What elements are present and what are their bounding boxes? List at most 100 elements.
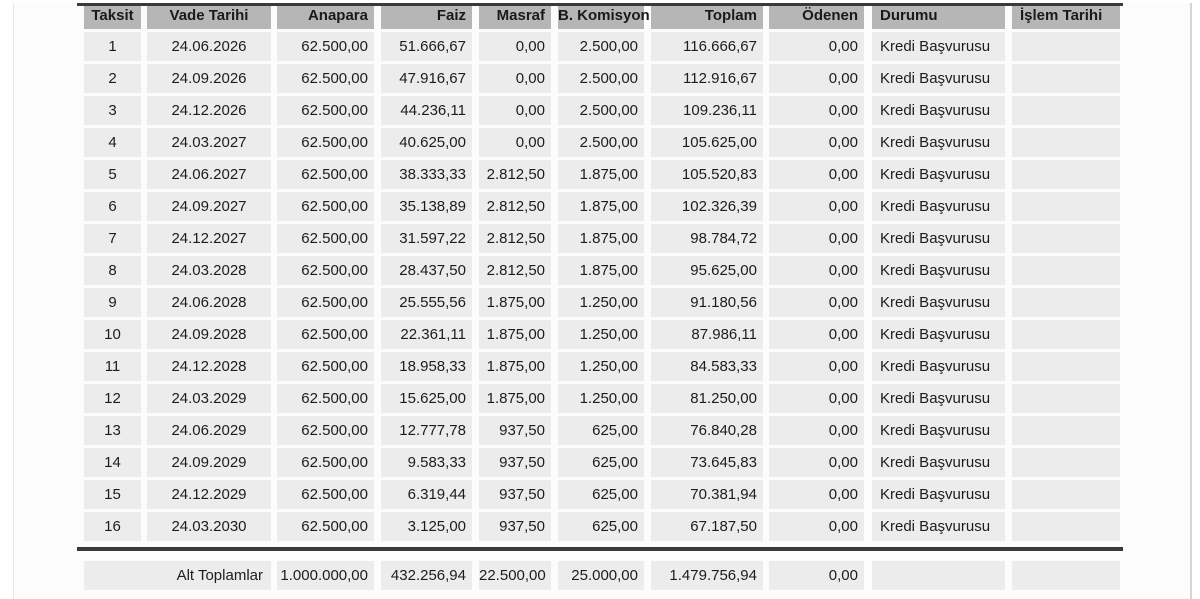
cell-anapara: 62.500,00: [277, 480, 374, 509]
header-cell-faiz: Faiz: [381, 3, 472, 29]
table-row[interactable]: 8 24.03.2028 62.500,00 28.437,50 2.812,50 1.8…: [84, 256, 1120, 285]
cell-faiz: 18.958,33: [381, 352, 472, 381]
cell-bkomisyon: 1.250,00: [558, 288, 644, 317]
table-row[interactable]: 7 24.12.2027 62.500,00 31.597,22 2.812,50 1.8…: [84, 224, 1120, 253]
cell-masraf: 1.875,00: [479, 320, 551, 349]
page-right-edge: [1190, 3, 1192, 599]
cell-faiz: 15.625,00: [381, 384, 472, 413]
cell-faiz: 38.333,33: [381, 160, 472, 189]
cell-masraf: 2.812,50: [479, 192, 551, 221]
cell-bkomisyon: 1.250,00: [558, 352, 644, 381]
cell-islem: [1012, 224, 1120, 253]
cell-durumu: Kredi Başvurusu: [872, 32, 1005, 61]
cell-toplam: 98.784,72: [651, 224, 763, 253]
cell-masraf: 0,00: [479, 128, 551, 157]
cell-islem: [1012, 480, 1120, 509]
cell-anapara: 62.500,00: [277, 160, 374, 189]
cell-toplam: 116.666,67: [651, 32, 763, 61]
table-row[interactable]: 15 24.12.2029 62.500,00 6.319,44 937,50 625,0…: [84, 480, 1120, 509]
subtotal-toplam: 1.479.756,94: [651, 561, 763, 590]
table-row[interactable]: 1 24.06.2026 62.500,00 51.666,67 0,00 2.500,0…: [84, 32, 1120, 61]
cell-durumu: Kredi Başvurusu: [872, 384, 1005, 413]
header-cell-masraf: Masraf: [479, 3, 551, 29]
loan-schedule-table: Taksit Vade Tarihi Anapara Faiz Masraf B. Kom…: [77, 3, 1123, 590]
cell-islem: [1012, 96, 1120, 125]
table-row[interactable]: 12 24.03.2029 62.500,00 15.625,00 1.875,00 1.…: [84, 384, 1120, 413]
cell-masraf: 1.875,00: [479, 352, 551, 381]
cell-durumu: Kredi Başvurusu: [872, 224, 1005, 253]
cell-toplam: 105.520,83: [651, 160, 763, 189]
cell-taksit: 15: [84, 480, 141, 509]
table-row[interactable]: 3 24.12.2026 62.500,00 44.236,11 0,00 2.500,0…: [84, 96, 1120, 125]
cell-durumu: Kredi Başvurusu: [872, 256, 1005, 285]
cell-anapara: 62.500,00: [277, 32, 374, 61]
cell-islem: [1012, 512, 1120, 541]
subtotal-faiz: 432.256,94: [381, 561, 472, 590]
table-row[interactable]: 10 24.09.2028 62.500,00 22.361,11 1.875,00 1.…: [84, 320, 1120, 349]
cell-vade: 24.06.2027: [147, 160, 271, 189]
cell-faiz: 47.916,67: [381, 64, 472, 93]
cell-islem: [1012, 128, 1120, 157]
cell-bkomisyon: 2.500,00: [558, 96, 644, 125]
cell-taksit: 5: [84, 160, 141, 189]
cell-toplam: 109.236,11: [651, 96, 763, 125]
cell-faiz: 3.125,00: [381, 512, 472, 541]
cell-islem: [1012, 288, 1120, 317]
cell-toplam: 70.381,94: [651, 480, 763, 509]
cell-faiz: 51.666,67: [381, 32, 472, 61]
cell-odenen: 0,00: [769, 256, 864, 285]
cell-masraf: 1.875,00: [479, 288, 551, 317]
cell-taksit: 14: [84, 448, 141, 477]
cell-vade: 24.12.2029: [147, 480, 271, 509]
cell-masraf: 1.875,00: [479, 384, 551, 413]
cell-taksit: 11: [84, 352, 141, 381]
table-top-rule: [77, 3, 1123, 6]
table-row[interactable]: 13 24.06.2029 62.500,00 12.777,78 937,50 625,…: [84, 416, 1120, 445]
cell-toplam: 102.326,39: [651, 192, 763, 221]
table-header-row: Taksit Vade Tarihi Anapara Faiz Masraf B. Kom…: [84, 3, 1120, 29]
header-cell-taksit: Taksit: [84, 3, 141, 29]
cell-bkomisyon: 625,00: [558, 416, 644, 445]
table-row[interactable]: 14 24.09.2029 62.500,00 9.583,33 937,50 625,0…: [84, 448, 1120, 477]
cell-bkomisyon: 625,00: [558, 512, 644, 541]
cell-anapara: 62.500,00: [277, 352, 374, 381]
cell-islem: [1012, 160, 1120, 189]
table-row[interactable]: 16 24.03.2030 62.500,00 3.125,00 937,50 625,0…: [84, 512, 1120, 541]
header-cell-islem: İşlem Tarihi: [1012, 3, 1120, 29]
table-row[interactable]: 2 24.09.2026 62.500,00 47.916,67 0,00 2.500,0…: [84, 64, 1120, 93]
subtotal-row: Alt Toplamlar 1.000.000,00 432.256,94 22…: [84, 561, 1120, 590]
cell-masraf: 0,00: [479, 32, 551, 61]
cell-durumu: Kredi Başvurusu: [872, 320, 1005, 349]
cell-bkomisyon: 2.500,00: [558, 64, 644, 93]
table-row[interactable]: 4 24.03.2027 62.500,00 40.625,00 0,00 2.500,0…: [84, 128, 1120, 157]
cell-odenen: 0,00: [769, 416, 864, 445]
cell-masraf: 2.812,50: [479, 224, 551, 253]
cell-odenen: 0,00: [769, 160, 864, 189]
cell-odenen: 0,00: [769, 480, 864, 509]
table-row[interactable]: 9 24.06.2028 62.500,00 25.555,56 1.875,00 1.2…: [84, 288, 1120, 317]
cell-durumu: Kredi Başvurusu: [872, 480, 1005, 509]
cell-anapara: 62.500,00: [277, 256, 374, 285]
cell-taksit: 13: [84, 416, 141, 445]
cell-odenen: 0,00: [769, 192, 864, 221]
subtotal-durumu-empty: [872, 561, 1005, 590]
table-row[interactable]: 11 24.12.2028 62.500,00 18.958,33 1.875,00 1.…: [84, 352, 1120, 381]
table-row[interactable]: 6 24.09.2027 62.500,00 35.138,89 2.812,50 1.8…: [84, 192, 1120, 221]
header-cell-vade: Vade Tarihi: [147, 3, 271, 29]
cell-taksit: 8: [84, 256, 141, 285]
header-cell-durumu: Durumu: [872, 3, 1005, 29]
cell-toplam: 84.583,33: [651, 352, 763, 381]
cell-masraf: 937,50: [479, 448, 551, 477]
cell-faiz: 40.625,00: [381, 128, 472, 157]
cell-anapara: 62.500,00: [277, 96, 374, 125]
cell-islem: [1012, 64, 1120, 93]
cell-durumu: Kredi Başvurusu: [872, 96, 1005, 125]
cell-toplam: 67.187,50: [651, 512, 763, 541]
cell-vade: 24.06.2028: [147, 288, 271, 317]
cell-bkomisyon: 625,00: [558, 448, 644, 477]
cell-durumu: Kredi Başvurusu: [872, 416, 1005, 445]
cell-bkomisyon: 2.500,00: [558, 32, 644, 61]
cell-odenen: 0,00: [769, 320, 864, 349]
table-row[interactable]: 5 24.06.2027 62.500,00 38.333,33 2.812,50 1.8…: [84, 160, 1120, 189]
cell-vade: 24.03.2029: [147, 384, 271, 413]
